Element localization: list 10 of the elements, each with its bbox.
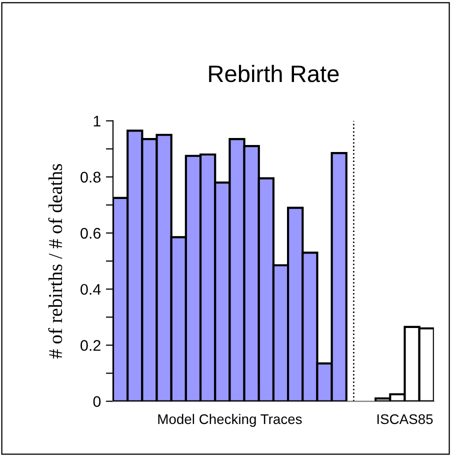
y-tick-label: 0 [93, 396, 101, 407]
text: Model Checking Traces [158, 414, 302, 427]
y-tick-label: 0.6 [80, 228, 101, 239]
y-tick-label: 1 [94, 116, 100, 126]
y-axis-title: # of rebirths / # of deaths [48, 164, 62, 358]
y-tick-label: 0.2 [80, 340, 100, 351]
y-tick-label: 0.8 [80, 172, 101, 183]
text: ISCAS85 [377, 414, 433, 424]
chart-title: Rebirth Rate [209, 64, 339, 82]
y-tick-label: 0.4 [80, 284, 101, 295]
